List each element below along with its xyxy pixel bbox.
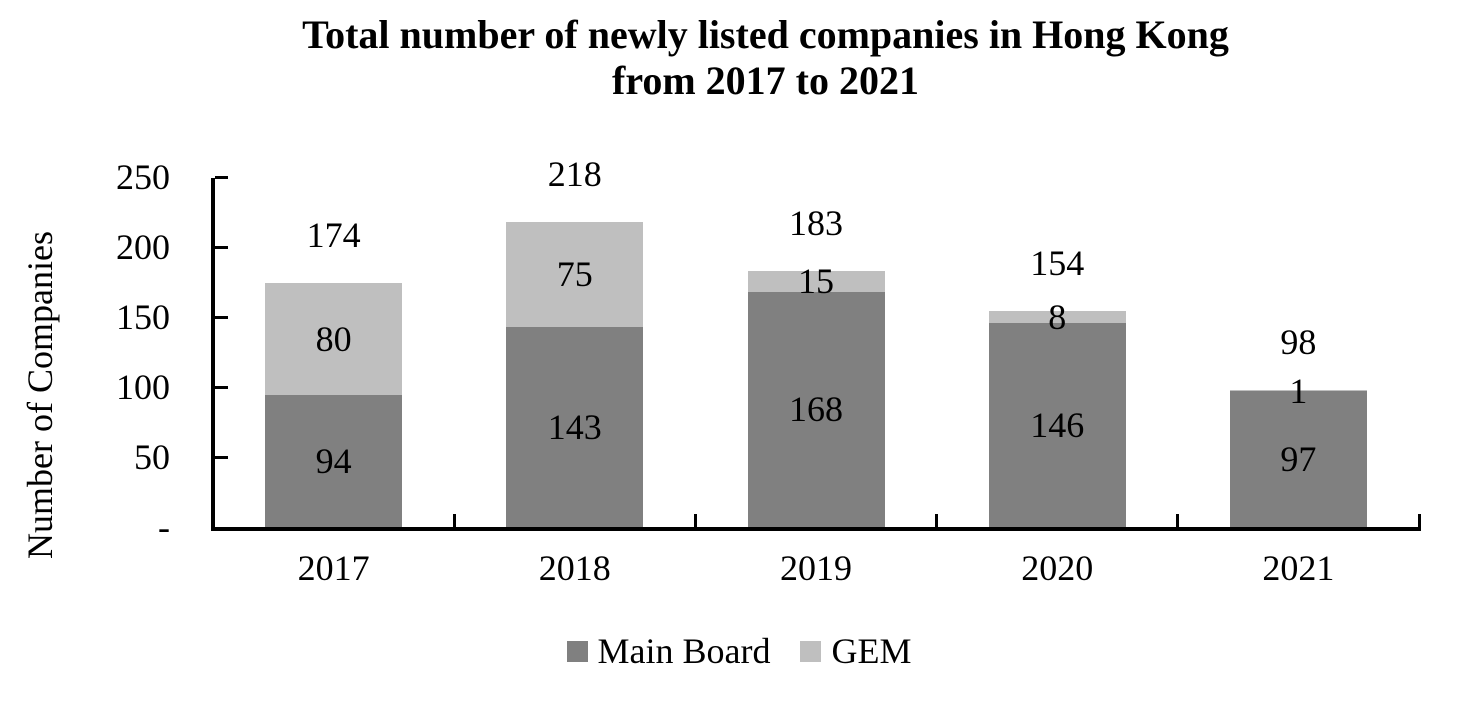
bar-value-label: 94 xyxy=(315,441,352,482)
bar-value-label: 168 xyxy=(789,389,843,430)
y-tick-label: 50 xyxy=(134,437,170,477)
bar-value-label: 143 xyxy=(547,406,602,447)
x-tick-mark xyxy=(693,514,697,527)
legend-swatch-icon xyxy=(566,640,588,662)
y-tick-label: 200 xyxy=(116,227,170,267)
x-tick-mark xyxy=(211,514,215,527)
y-tick-label: 150 xyxy=(116,297,170,337)
legend-item-gem: GEM xyxy=(800,633,911,669)
bar-value-label: 80 xyxy=(315,319,352,360)
x-category-label: 2021 xyxy=(1262,548,1335,588)
legend-item-main-board: Main Board xyxy=(566,631,771,671)
bar-segment-gem-2017 xyxy=(265,283,403,396)
x-category-label: 2018 xyxy=(538,548,611,588)
bar-total-label: 218 xyxy=(547,153,602,194)
bar-segment-main-board-2020 xyxy=(988,322,1126,527)
y-tick-mark xyxy=(215,386,228,389)
legend-label: GEM xyxy=(831,631,912,671)
x-category-label: 2019 xyxy=(779,548,852,588)
legend: Main Board GEM xyxy=(0,633,1463,669)
chart-title: Total number of newly listed companies i… xyxy=(68,12,1463,104)
chart-title-line1: Total number of newly listed companies i… xyxy=(302,12,1229,57)
bar-value-label: 146 xyxy=(1030,404,1085,445)
bar-total-label: 174 xyxy=(306,215,361,256)
bar-segment-main-board-2021 xyxy=(1229,391,1367,527)
x-tick-mark xyxy=(935,514,939,527)
x-axis-line xyxy=(211,527,1421,531)
chart-title-line2: from 2017 to 2021 xyxy=(612,58,919,103)
y-tick-mark xyxy=(215,246,228,249)
y-tick-label: - xyxy=(158,507,170,547)
x-tick-mark xyxy=(1417,514,1421,527)
bar-total-label: 154 xyxy=(1030,243,1085,284)
y-tick-mark xyxy=(215,456,228,459)
y-axis-title: Number of Companies xyxy=(20,231,60,559)
bar-segment-gem-2020 xyxy=(988,311,1126,323)
bar-segment-main-board-2017 xyxy=(265,395,403,527)
y-axis-line xyxy=(211,178,215,531)
y-tick-label: 100 xyxy=(116,367,170,407)
x-category-label: 2020 xyxy=(1021,548,1094,588)
bar-value-label: 15 xyxy=(798,261,834,302)
x-tick-mark xyxy=(1176,514,1180,527)
bar-value-label: 1 xyxy=(1289,370,1308,411)
legend-swatch-icon xyxy=(800,640,822,662)
y-tick-mark xyxy=(215,176,228,179)
bar-segment-gem-2018 xyxy=(506,221,644,327)
bar-value-label: 8 xyxy=(1048,297,1067,337)
y-tick-label: 250 xyxy=(116,157,170,197)
bar-total-label: 183 xyxy=(789,202,843,243)
bar-segment-gem-2021 xyxy=(1229,389,1367,392)
bar-segment-main-board-2019 xyxy=(747,291,885,527)
bar-total-label: 98 xyxy=(1280,321,1317,362)
y-tick-mark xyxy=(215,316,228,319)
legend-label: Main Board xyxy=(597,631,771,671)
bar-segment-main-board-2018 xyxy=(506,326,644,527)
bar-segment-gem-2019 xyxy=(747,270,885,292)
x-tick-mark xyxy=(452,514,456,527)
bar-value-label: 97 xyxy=(1280,439,1317,480)
bar-value-label: 75 xyxy=(556,254,593,295)
x-category-label: 2017 xyxy=(297,548,370,588)
